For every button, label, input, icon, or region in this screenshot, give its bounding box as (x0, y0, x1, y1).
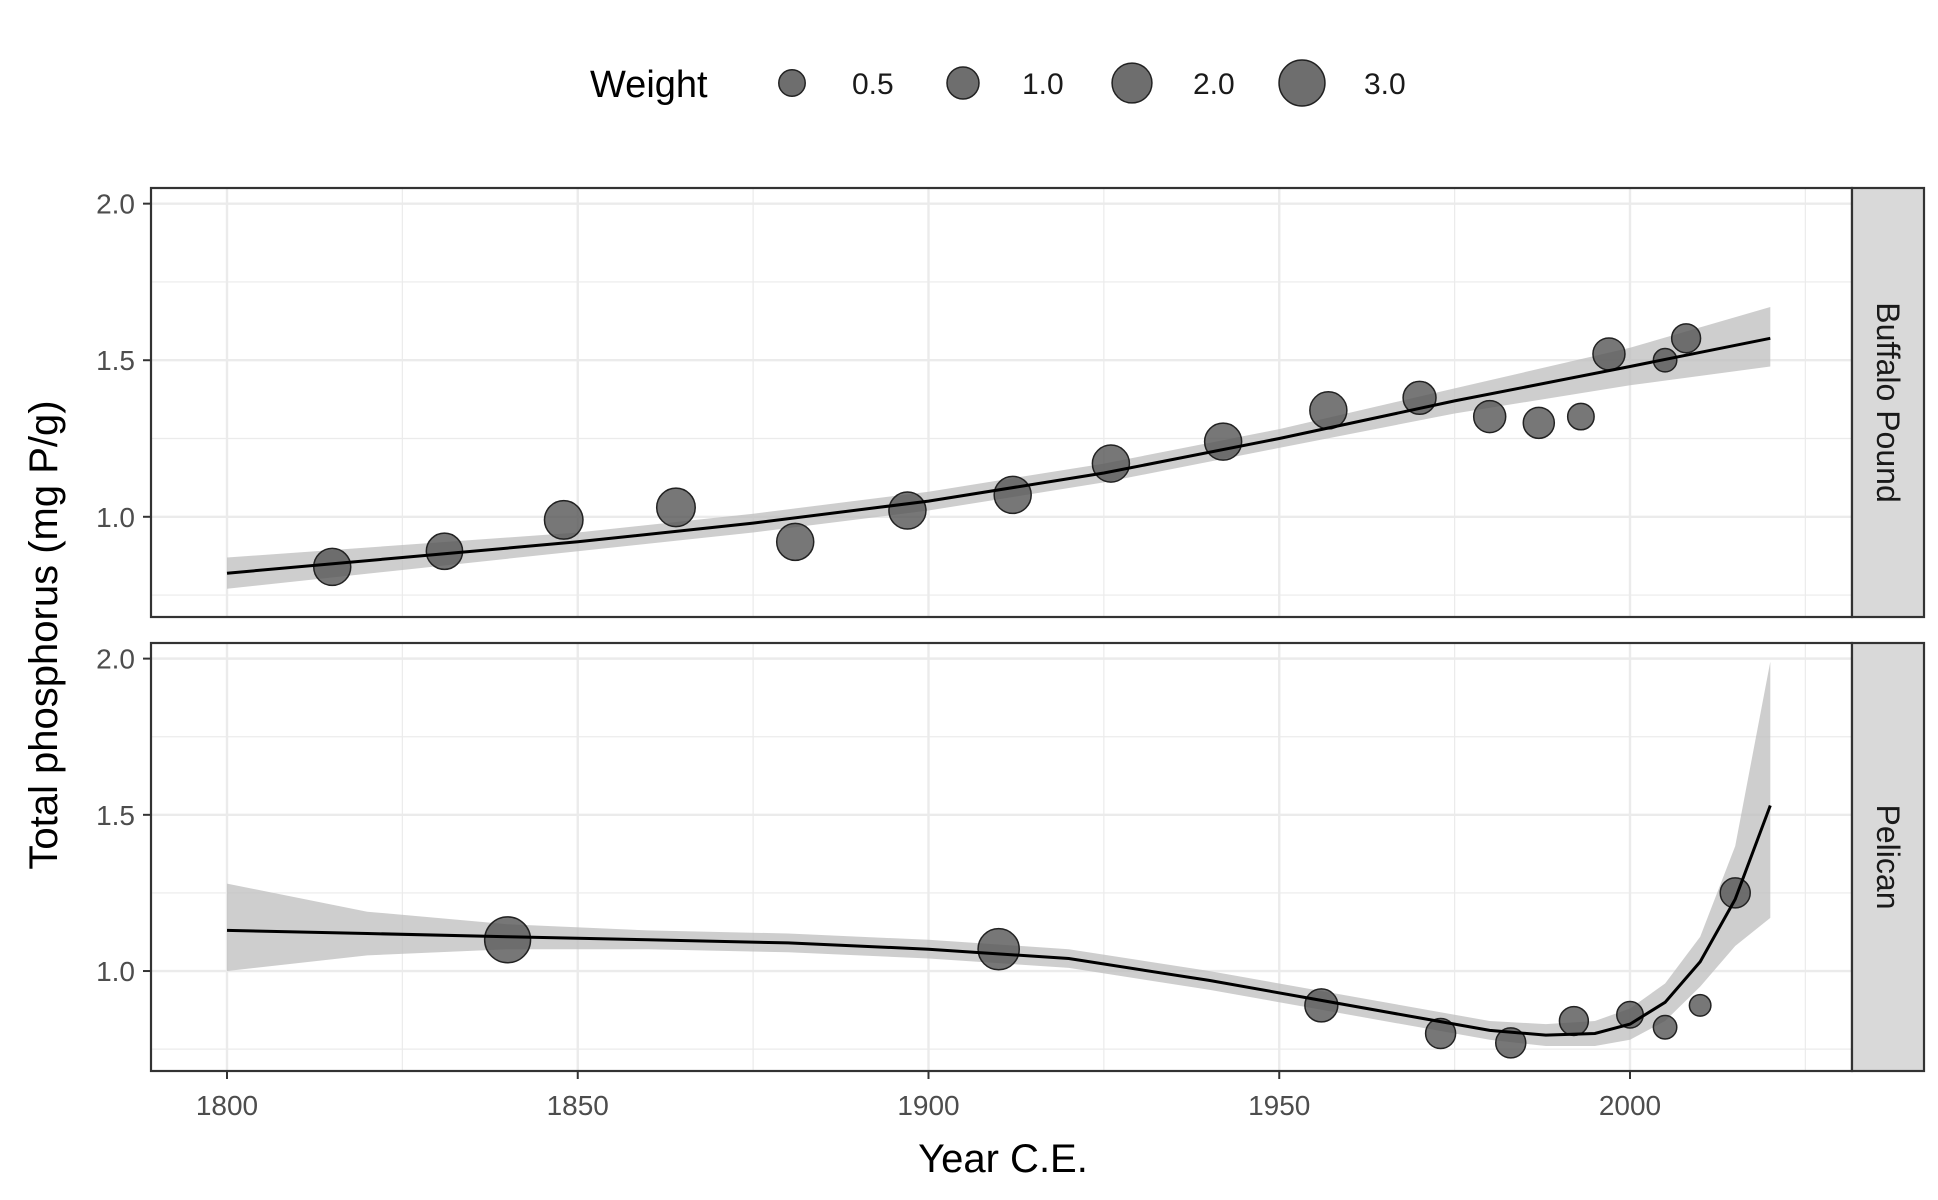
x-tick-label: 1800 (196, 1090, 258, 1121)
x-axis: 1800 1850 1900 1950 2000 (196, 1071, 1661, 1121)
data-point (1652, 1014, 1678, 1040)
legend-item-3-0: 3.0 (1278, 59, 1406, 107)
legend-point-icon (1111, 62, 1153, 104)
data-point (655, 487, 696, 528)
legend-label: 1.0 (1022, 68, 1064, 101)
legend-label: 0.5 (852, 68, 894, 101)
data-point (1688, 993, 1712, 1017)
strip-label: Pelican (1870, 805, 1906, 910)
legend-point-icon (1278, 59, 1326, 107)
data-point (1670, 323, 1702, 354)
data-point (977, 927, 1020, 971)
data-point (888, 491, 927, 530)
x-tick-label: 2000 (1599, 1090, 1661, 1121)
x-tick-label: 1900 (897, 1090, 959, 1121)
legend-point-icon (778, 69, 806, 97)
panel-pelican: Pelican 1.0 1.5 2.0 (96, 641, 1926, 1073)
data-point (1424, 1017, 1457, 1050)
panel-background (151, 643, 1852, 1071)
data-point (1719, 877, 1751, 909)
legend-item-0-5: 0.5 (778, 68, 894, 101)
x-tick-label: 1850 (547, 1090, 609, 1121)
x-axis-label: Year C.E. (918, 1137, 1088, 1181)
data-point (312, 547, 352, 587)
fit-line (226, 804, 1772, 1037)
data-point (1592, 337, 1626, 371)
facet-strip (1850, 641, 1926, 1073)
strip-label: Buffalo Pound (1870, 302, 1906, 502)
facet-strip (1850, 186, 1926, 619)
data-point (1309, 391, 1348, 430)
data-point (543, 499, 584, 540)
data-point (1091, 444, 1131, 483)
data-point (1522, 406, 1556, 440)
legend-item-2-0: 2.0 (1111, 62, 1235, 104)
data-point (1566, 402, 1595, 431)
data-point (1472, 399, 1507, 434)
y-tick-label: 2.0 (96, 644, 135, 675)
legend-item-1-0: 1.0 (946, 66, 1064, 101)
x-tick-label: 1950 (1248, 1090, 1310, 1121)
y-axis-label: Total phosphorus (mg P/g) (22, 400, 66, 869)
y-tick-label: 1.0 (96, 956, 135, 987)
y-tick-label: 1.5 (96, 345, 135, 376)
legend-label: 3.0 (1364, 68, 1406, 101)
y-tick-label: 1.5 (96, 800, 135, 831)
panel-buffalo-pound: Buffalo Pound 1.0 1.5 2.0 (96, 186, 1926, 619)
fit-line (226, 336, 1771, 575)
data-point (1203, 422, 1243, 461)
y-tick-label: 2.0 (96, 189, 135, 220)
data-point (1494, 1027, 1527, 1059)
y-tick-label: 1.0 (96, 502, 135, 533)
data-point (1304, 988, 1339, 1023)
data-point (483, 916, 532, 964)
legend-title: Weight (590, 64, 708, 106)
y-axis-title: Total phosphorus (mg P/g) (22, 400, 66, 869)
legend-label: 2.0 (1193, 68, 1235, 101)
data-point (993, 475, 1032, 515)
x-axis-title: Year C.E. (918, 1137, 1088, 1181)
legend-point-icon (946, 66, 980, 100)
data-point (775, 522, 815, 562)
legend: Weight 0.5 1.0 2.0 3.0 (590, 59, 1406, 107)
data-point (1558, 1005, 1590, 1037)
